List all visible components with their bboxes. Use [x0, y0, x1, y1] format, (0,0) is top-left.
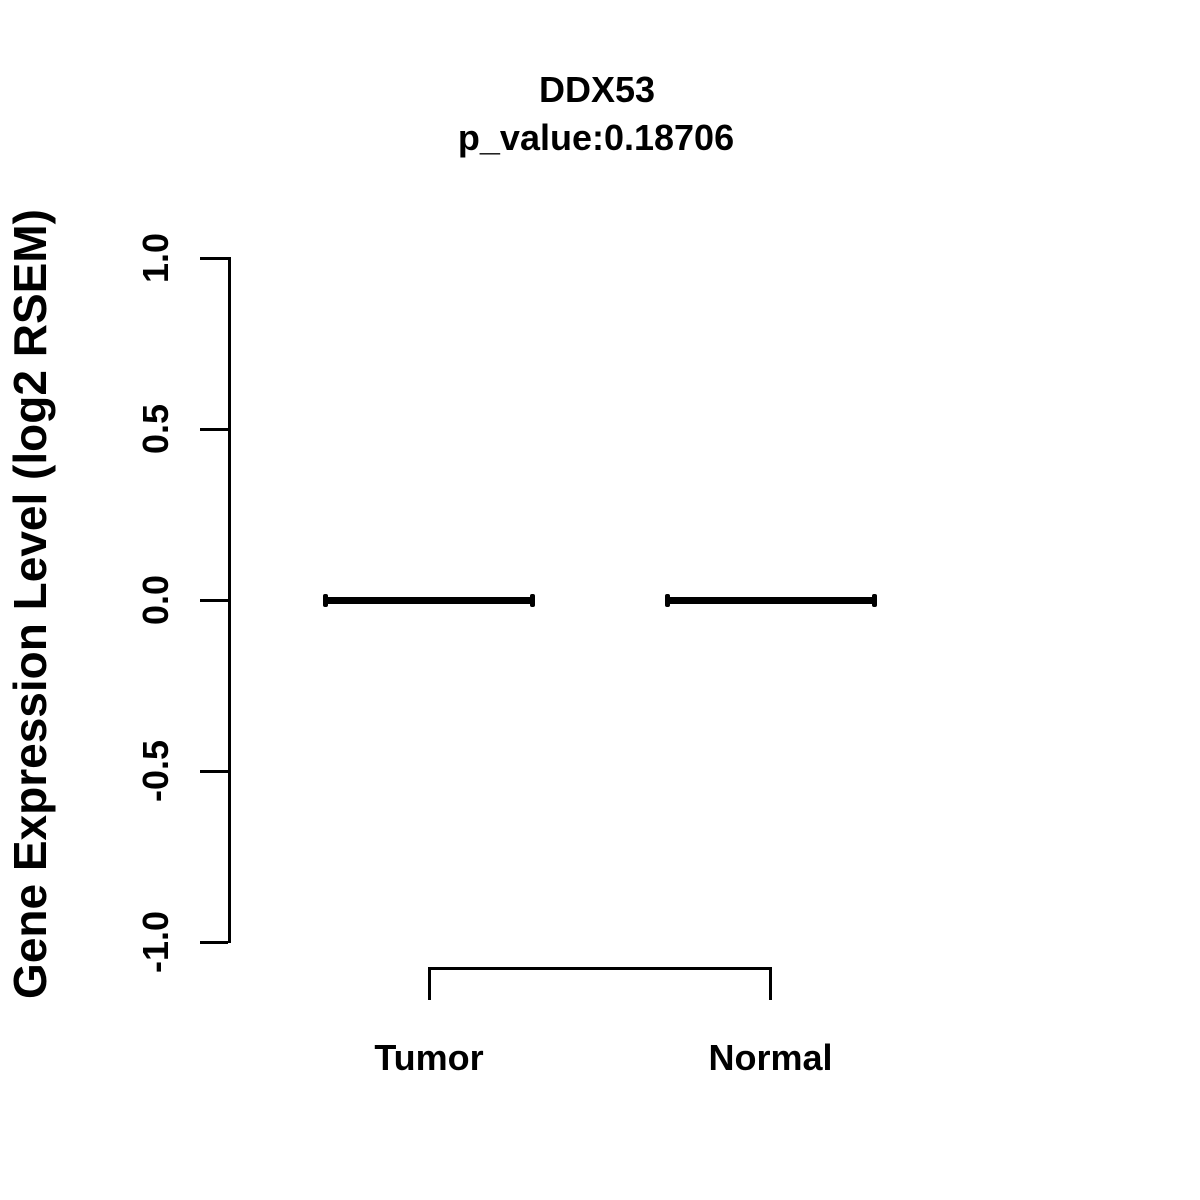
median-line-tumor: [325, 596, 533, 604]
median-line-normal: [666, 596, 875, 604]
y-tick-label: 0.5: [135, 403, 176, 455]
y-axis-label: Gene Expression Level (log2 RSEM): [4, 209, 56, 999]
y-tick-mark: [200, 598, 228, 602]
chart-subtitle: p_value:0.18706: [457, 117, 735, 158]
bracket-leg-left: [427, 967, 431, 1000]
x-category-label-normal: Normal: [708, 1037, 833, 1078]
y-tick-mark: [200, 256, 228, 260]
y-tick-mark: [200, 427, 228, 431]
y-tick-mark: [200, 940, 228, 944]
y-axis-line: [228, 257, 231, 943]
y-tick-label: -1.0: [135, 910, 176, 974]
y-tick-label: 0.0: [135, 574, 176, 626]
median-line-endcap: [664, 593, 670, 607]
bracket-line: [427, 967, 772, 970]
y-tick-label: -0.5: [135, 739, 176, 803]
median-line-endcap: [323, 593, 328, 607]
y-tick-label: 1.0: [135, 232, 176, 284]
bracket-leg-right: [769, 967, 772, 1000]
chart-title: DDX53: [538, 69, 656, 110]
median-line-endcap: [530, 593, 535, 607]
x-category-label-tumor: Tumor: [374, 1037, 484, 1078]
y-tick-mark: [200, 769, 228, 773]
median-line-endcap: [871, 593, 877, 607]
